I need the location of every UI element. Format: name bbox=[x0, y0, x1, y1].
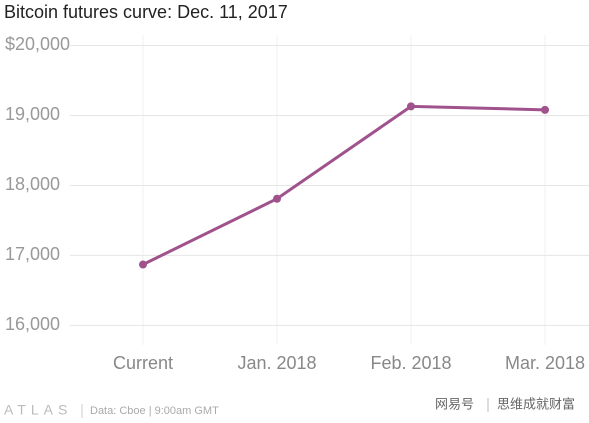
y-tick-label: 19,000 bbox=[5, 104, 60, 124]
x-tick-label: Mar. 2018 bbox=[505, 353, 585, 373]
watermark: 网易号 bbox=[435, 396, 474, 411]
source: Data: Cboe | 9:00am GMT bbox=[90, 405, 219, 417]
point bbox=[139, 260, 147, 269]
watermark: 思维成就财富 bbox=[497, 396, 575, 411]
y-tick-label: 17,000 bbox=[5, 244, 60, 264]
x-tick-label: Jan. 2018 bbox=[237, 353, 316, 373]
y-tick-label: 16,000 bbox=[5, 314, 60, 334]
x-tick-label: Feb. 2018 bbox=[370, 353, 451, 373]
line bbox=[142, 104, 546, 266]
x-tick-label: Current bbox=[113, 353, 173, 373]
point bbox=[541, 105, 549, 114]
point bbox=[407, 102, 415, 111]
point bbox=[273, 194, 281, 203]
chart-title: Bitcoin futures curve: Dec. 11, 2017 bbox=[4, 2, 288, 22]
y-tick-label: 18,000 bbox=[5, 174, 60, 194]
y-tick-label: $20,000 bbox=[5, 34, 70, 54]
logo: ATLAS bbox=[4, 402, 72, 418]
